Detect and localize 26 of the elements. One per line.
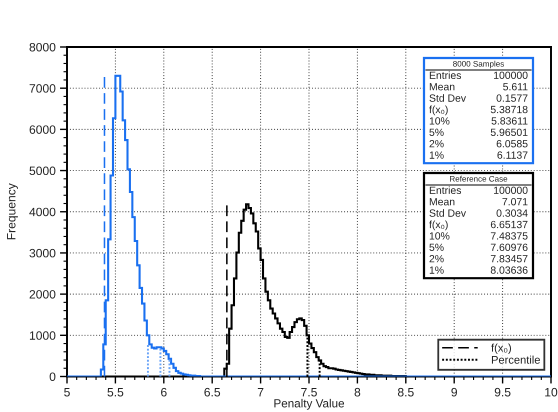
x-tick-label: 7: [258, 388, 264, 396]
y-tick-label: 7000: [30, 84, 56, 93]
x-tick-label: 8.5: [398, 388, 414, 396]
x-tick-label: 6: [161, 388, 167, 396]
x-tick-label: 6.5: [204, 388, 220, 396]
text: 8000 Samples Entries 100000 Mean 5.611 Std Dev 0.1577 f(x₀) 5.38718 10% 5.83611 5% 5.96501 2% 6.0585 1% 6.1137: [429, 60, 528, 159]
y-axis-title: Frequency: [7, 183, 18, 240]
y-tick-label: 5000: [29, 166, 56, 176]
text: Reference Case Entries 100000 Mean 7.071 Std Dev 0.3034 f(x₀) 6.65137 10% 7.48375 5% 7.60976 2% 7.83457 1% 8.03636: [429, 176, 528, 274]
y-tick-label: 3000: [29, 248, 56, 258]
x-tick-label: 9.5: [494, 388, 510, 396]
y-tick-label: 0: [50, 372, 56, 381]
legend-label: f(x₀): [491, 344, 512, 354]
x-axis-title: Penalty Value: [274, 398, 344, 410]
y-tick-label: 2000: [30, 290, 56, 299]
y-tick-label: 8000: [30, 42, 56, 52]
x-tick-label: 9: [451, 388, 457, 396]
y-tick-label: 6000: [30, 125, 56, 134]
legend-label: Percentile: [492, 356, 540, 364]
y-tick-label: 4000: [29, 208, 56, 216]
x-tick-label: 8: [354, 388, 360, 396]
x-tick-label: 5: [64, 388, 70, 396]
x-tick-label: 10: [545, 388, 558, 396]
y-tick-label: 1000: [30, 331, 56, 340]
x-tick-label: 5.5: [107, 388, 124, 396]
x-tick-label: 7.5: [301, 388, 317, 396]
